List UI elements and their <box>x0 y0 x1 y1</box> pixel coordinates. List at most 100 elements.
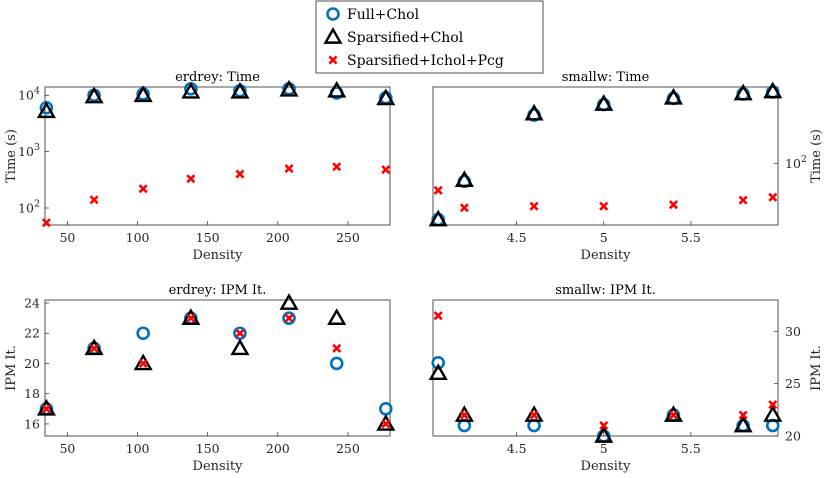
data-point <box>279 293 299 310</box>
data-point <box>381 165 391 175</box>
x-tick-label: 50 <box>59 441 75 456</box>
smallw-ipm-series-sparsified-chol <box>428 363 783 443</box>
data-point <box>594 94 614 111</box>
data-point <box>327 308 347 325</box>
smallw-time-title: smallw: Time <box>562 70 650 85</box>
x-tick-label: 5 <box>600 230 608 245</box>
data-point <box>332 343 342 353</box>
smallw-ipm-series-sparsified-ichol-pcg <box>433 311 778 431</box>
data-point <box>284 164 294 174</box>
x-tick-label: 250 <box>336 230 360 245</box>
data-point <box>84 338 104 356</box>
data-point <box>332 162 342 172</box>
data-point <box>36 101 56 119</box>
data-point <box>133 85 153 103</box>
legend: Full+Chol Sparsified+Chol Sparsified+Ichol… <box>315 0 544 74</box>
erdrey-ipm-ylabel: IPM It. <box>4 345 19 391</box>
data-point <box>454 170 474 187</box>
erdrey-ipm-series-sparsified-ichol-pcg <box>41 313 391 429</box>
data-point <box>181 81 201 99</box>
legend-marker-triangle <box>323 27 343 44</box>
erdrey-time-axes-frame <box>44 86 391 226</box>
data-point <box>768 400 778 410</box>
data-point <box>738 410 748 420</box>
data-point <box>284 313 294 323</box>
smallw-time-ylabel: Time (s) <box>809 129 824 183</box>
smallw-ipm-axes-frame <box>432 299 779 437</box>
y-tick-label: 20 <box>24 356 40 371</box>
data-point <box>768 192 778 202</box>
legend-marker-x <box>328 55 338 65</box>
y-tick-label: 16 <box>24 416 40 431</box>
erdrey-ipm-xlabel: Density <box>193 459 244 474</box>
legend-marker-circle <box>326 7 340 21</box>
data-point <box>668 200 678 210</box>
smallw-ipm-panel: 4.5 5 5.5 20 25 30 smallw: IPM It. Density IPM I… <box>428 283 824 474</box>
data-point <box>41 404 51 414</box>
data-point <box>668 410 678 420</box>
data-point <box>235 169 245 179</box>
y-tick-label: 20 <box>785 429 801 444</box>
y-tick-label: 30 <box>785 324 801 339</box>
data-point <box>459 203 469 213</box>
erdrey-ipm-title: erdrey: IPM It. <box>169 283 267 298</box>
data-point <box>529 201 539 211</box>
y-tick-label: 24 <box>24 296 40 311</box>
x-tick-label: 50 <box>59 230 75 245</box>
x-tick-label: 200 <box>266 441 290 456</box>
data-point <box>36 398 56 416</box>
data-point <box>763 405 783 422</box>
smallw-time-xlabel: Density <box>581 248 632 263</box>
x-tick-label: 5 <box>600 441 608 456</box>
erdrey-time-xlabel: Density <box>193 248 244 263</box>
x-tick-label: 150 <box>196 441 220 456</box>
data-point <box>524 405 544 422</box>
data-point <box>381 419 391 429</box>
data-point <box>235 328 245 338</box>
x-tick-label: 5.5 <box>681 441 701 456</box>
data-point <box>459 410 469 420</box>
data-point <box>524 103 544 121</box>
y-tick-label: 25 <box>785 376 801 391</box>
smallw-time-series-sparsified-chol <box>428 81 783 227</box>
y-tick-label: 102 <box>18 199 40 216</box>
x-tick-label: 250 <box>336 441 360 456</box>
x-tick-label: 5.5 <box>681 230 701 245</box>
y-tick-label: 104 <box>18 86 40 103</box>
y-tick-label: 103 <box>18 142 40 159</box>
x-tick-label: 200 <box>266 230 290 245</box>
data-point <box>186 174 196 184</box>
data-point <box>433 311 443 321</box>
y-tick-label: 22 <box>24 326 40 341</box>
data-point <box>136 326 150 341</box>
smallw-ipm-title: smallw: IPM It. <box>555 283 656 298</box>
legend-label: Full+Chol <box>347 7 420 23</box>
x-tick-label: 4.5 <box>507 441 527 456</box>
data-point <box>138 358 148 368</box>
data-point <box>663 405 684 422</box>
y-tick-label: 102 <box>785 154 807 171</box>
legend-item: Sparsified+Ichol+Pcg <box>328 53 504 69</box>
data-point <box>599 201 609 211</box>
data-point <box>84 86 104 104</box>
data-point <box>279 79 299 97</box>
smallw-time-panel: 4.5 5 5.5 102 smallw: Time Density Time (s) <box>428 70 824 263</box>
x-tick-label: 100 <box>126 441 150 456</box>
data-point <box>428 209 448 227</box>
data-point <box>433 185 443 195</box>
erdrey-time-ylabel: Time (s) <box>4 129 19 183</box>
smallw-ipm-ylabel: IPM It. <box>809 345 824 391</box>
erdrey-time-title: erdrey: Time <box>175 70 260 85</box>
data-point <box>454 405 474 422</box>
data-point <box>181 308 201 325</box>
data-point <box>733 83 753 101</box>
legend-item: Sparsified+Chol <box>323 27 464 46</box>
data-point <box>763 81 783 99</box>
data-point <box>230 338 250 356</box>
legend-label: Sparsified+Chol <box>347 30 464 46</box>
legend-item: Full+Chol <box>326 7 420 23</box>
x-tick-label: 4.5 <box>507 230 527 245</box>
x-tick-label: 100 <box>126 230 150 245</box>
data-point <box>594 426 614 443</box>
